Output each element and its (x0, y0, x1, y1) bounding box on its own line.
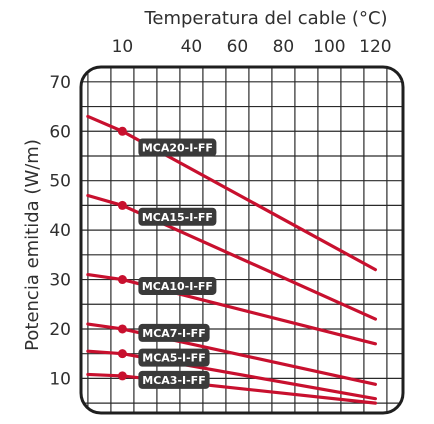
series-label: MCA7-I-FF (142, 327, 205, 340)
x-tick-label: 120 (359, 37, 391, 57)
plot-background (81, 67, 403, 413)
series-marker (117, 371, 127, 381)
series-marker (117, 324, 127, 334)
x-tick-label: 10 (112, 37, 134, 57)
x-axis-label: Temperatura del cable (°C) (143, 8, 387, 29)
series-label-box (138, 323, 210, 342)
series-label-box (138, 348, 210, 367)
plot-frame (79, 65, 405, 415)
x-tick-label: 60 (227, 37, 249, 57)
series-label: MCA3-I-FF (142, 374, 205, 387)
label-layer: MCA20-I-FF MCA15-I-FF MCA10-I-FF MCA7-I-FF M… (138, 138, 217, 389)
series-label: MCA5-I-FF (142, 352, 205, 365)
series-label: MCA20-I-FF (142, 142, 213, 155)
x-tick-labels: 10 40 60 80 100 120 (112, 37, 392, 57)
series-layer (86, 114, 377, 405)
series-marker (117, 275, 127, 285)
y-tick-label: 60 (49, 122, 71, 142)
series-label-box (138, 138, 217, 157)
y-axis-label: Potencia emitida (W/m) (22, 139, 43, 351)
x-tick-label: 40 (181, 37, 203, 57)
series-label-box (138, 370, 210, 389)
series-label: MCA10-I-FF (142, 280, 213, 293)
series-marker (117, 200, 127, 210)
y-tick-label: 10 (49, 369, 71, 389)
y-tick-label: 30 (49, 271, 71, 291)
series-label-box (138, 207, 217, 226)
series-label-box (138, 276, 217, 295)
x-tick-label: 80 (273, 37, 295, 57)
y-tick-label: 50 (49, 172, 71, 192)
series-marker (117, 349, 127, 359)
grid-layer (81, 67, 403, 413)
y-tick-label: 40 (49, 221, 71, 241)
series-label: MCA15-I-FF (142, 211, 213, 224)
series-marker (117, 126, 127, 136)
y-tick-label: 70 (49, 73, 71, 93)
y-tick-labels: 10 20 30 40 50 60 70 (49, 73, 71, 390)
x-tick-label: 100 (313, 37, 345, 57)
y-tick-label: 20 (49, 320, 71, 340)
